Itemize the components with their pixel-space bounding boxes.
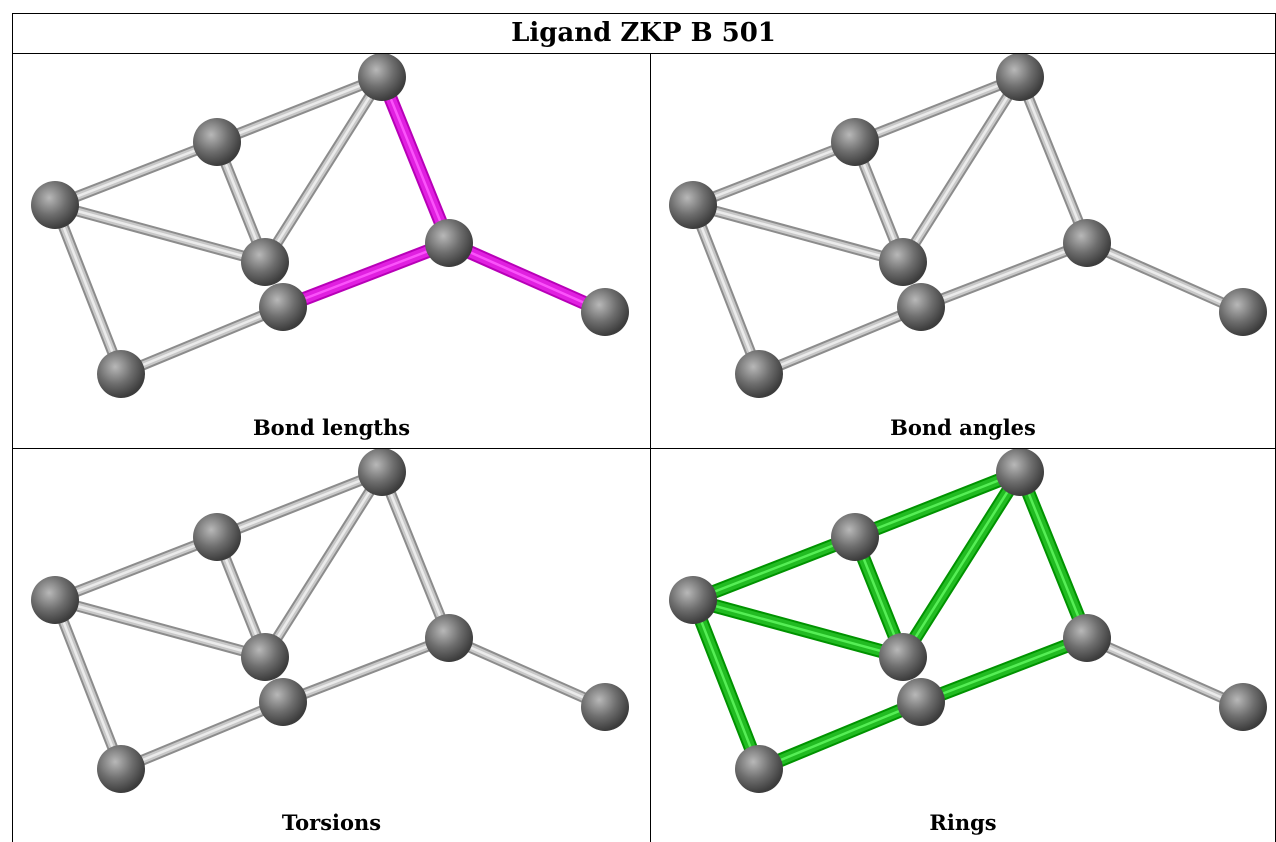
atom-a0 (31, 576, 79, 624)
bond-a3-a4 (115, 696, 289, 775)
atom-n2 (425, 614, 473, 662)
column-divider (650, 53, 651, 842)
bond-a0-a4 (49, 199, 127, 380)
bond-n2-n3 (442, 236, 612, 319)
bond-a3-a4 (115, 301, 289, 380)
atom-a1 (193, 118, 241, 166)
bond-n1-n2 (1013, 465, 1094, 645)
bond-a0-a1 (686, 530, 862, 607)
atom-a0 (31, 181, 79, 229)
bond-a2-n1 (896, 465, 1027, 664)
caption-bond-lengths: Bond lengths (252, 415, 411, 440)
atom-a2 (241, 633, 289, 681)
bond-a3-n2 (914, 631, 1094, 709)
bond-a1-n1 (849, 71, 1026, 148)
atom-n3 (1219, 288, 1267, 336)
atom-a3 (259, 678, 307, 726)
atom-n3 (1219, 683, 1267, 731)
bond-a0-a4 (49, 594, 127, 775)
atom-n2 (1063, 219, 1111, 267)
panel-bond-angles: Bond angles (651, 54, 1275, 448)
bond-a0-a2 (686, 593, 910, 664)
title-divider (12, 53, 1276, 54)
panel-torsions: Torsions (13, 449, 650, 842)
bond-a0-a4 (687, 199, 765, 380)
bond-a2-n1 (897, 71, 1026, 268)
molecule-bond-lengths (31, 54, 629, 398)
atom-n3 (581, 683, 629, 731)
atom-a4 (97, 745, 145, 793)
bond-a3-n2 (276, 236, 456, 314)
bond-a3-n2 (915, 237, 1093, 313)
bond-a0-a2 (687, 199, 909, 268)
bond-a3-a4 (753, 301, 927, 380)
atom-a1 (831, 118, 879, 166)
atom-a3 (897, 678, 945, 726)
atom-a4 (735, 350, 783, 398)
bond-a0-a2 (49, 199, 271, 268)
bond-n2-n3 (443, 632, 611, 713)
atom-a2 (879, 238, 927, 286)
atom-n3 (581, 288, 629, 336)
bond-a0-a1 (687, 136, 861, 211)
panel-bond-lengths: Bond lengths (13, 54, 650, 448)
bond-n2-n3 (1081, 237, 1249, 318)
bond-a0-a1 (49, 136, 223, 211)
atom-a4 (97, 350, 145, 398)
panel-rings: Rings (651, 449, 1275, 842)
bond-a3-a4 (752, 695, 928, 776)
caption-rings: Rings (929, 810, 997, 835)
bond-a0-a1 (49, 531, 223, 606)
atom-a4 (735, 745, 783, 793)
bond-a2-n1 (259, 71, 388, 268)
figure-title: Ligand ZKP B 501 (511, 18, 776, 48)
atom-a1 (193, 513, 241, 561)
bond-a1-n1 (211, 71, 388, 148)
atom-n2 (425, 219, 473, 267)
bond-a0-a2 (49, 594, 271, 663)
atom-n2 (1063, 614, 1111, 662)
molecule-torsions (31, 449, 629, 793)
bond-a1-n1 (211, 466, 388, 543)
bond-a3-n2 (277, 632, 455, 708)
caption-torsions: Torsions (281, 810, 382, 835)
bond-n1-n2 (1014, 71, 1093, 249)
bond-a2-n1 (259, 466, 388, 663)
atom-a0 (669, 181, 717, 229)
molecule-bond-angles (669, 54, 1267, 398)
atom-n1 (996, 449, 1044, 496)
row-divider (12, 448, 1276, 449)
frame-left-border (12, 13, 13, 842)
bond-a0-a4 (686, 593, 766, 776)
atom-n1 (358, 449, 406, 496)
bond-n1-n2 (375, 70, 456, 250)
caption-bond-angles: Bond angles (890, 415, 1036, 440)
frame-top-border (12, 13, 1276, 14)
bond-n2-n3 (1081, 632, 1249, 713)
atom-n1 (996, 54, 1044, 101)
atom-a1 (831, 513, 879, 561)
atom-a2 (879, 633, 927, 681)
molecule-rings (669, 449, 1267, 793)
bond-a1-n1 (848, 465, 1027, 544)
atom-a2 (241, 238, 289, 286)
bond-n1-n2 (376, 466, 455, 644)
atom-a3 (259, 283, 307, 331)
atom-n1 (358, 54, 406, 101)
atom-a0 (669, 576, 717, 624)
atom-a3 (897, 283, 945, 331)
